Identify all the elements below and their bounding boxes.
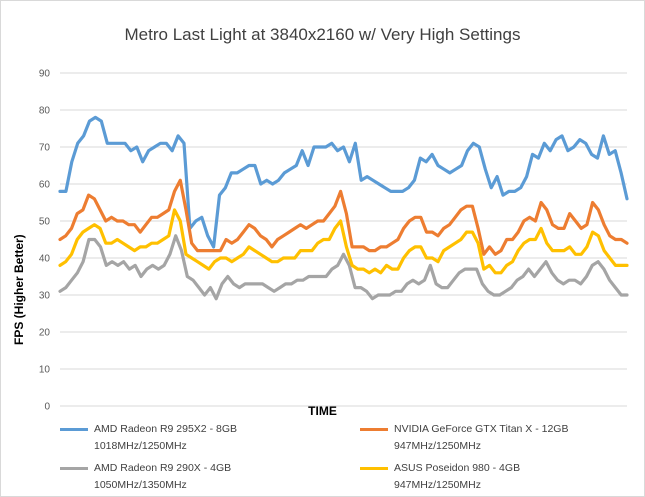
series-lines	[58, 115, 629, 301]
series-line-1	[58, 115, 629, 249]
y-tick-label: 0	[44, 402, 50, 413]
legend-series-detail: 1018MHz/1250MHz	[94, 440, 187, 452]
legend-series-name: AMD Radeon R9 295X2 - 8GB	[94, 423, 237, 435]
legend-swatch	[360, 467, 388, 470]
y-tick-label: 10	[39, 365, 51, 376]
legend-label: NVIDIA GeForce GTX Titan X - 12GB 947MHz…	[394, 421, 568, 455]
x-axis-title: TIME	[308, 404, 337, 418]
legend-item-series-1: AMD Radeon R9 295X2 - 8GB 1018MHz/1250MH…	[60, 421, 320, 457]
legend-series-name: NVIDIA GeForce GTX Titan X - 12GB	[394, 423, 569, 435]
y-tick-label: 30	[39, 291, 51, 302]
y-tick-label: 80	[39, 106, 51, 117]
legend-series-name: ASUS Poseidon 980 - 4GB	[394, 462, 521, 474]
legend-item-series-2: NVIDIA GeForce GTX Titan X - 12GB 947MHz…	[360, 421, 620, 457]
y-tick-label: 60	[39, 180, 51, 191]
legend-series-name: AMD Radeon R9 290X - 4GB	[94, 462, 232, 474]
legend-item-series-4: ASUS Poseidon 980 - 4GB 947MHz/1250MHz	[360, 460, 620, 496]
series-line-4	[58, 208, 629, 275]
legend-series-detail: 1050MHz/1350MHz	[94, 479, 187, 491]
legend-series-detail: 947MHz/1250MHz	[394, 479, 481, 491]
series-line-3	[58, 234, 629, 301]
legend-series-detail: 947MHz/1250MHz	[394, 440, 481, 452]
chart-title: Metro Last Light at 3840x2160 w/ Very Hi…	[124, 25, 521, 44]
legend-label: AMD Radeon R9 290X - 4GB 1050MHz/1350MHz	[94, 460, 231, 494]
y-tick-labels: 0 10 20 30 40 50 60 70 80 90	[39, 69, 51, 413]
y-tick-label: 70	[39, 143, 51, 154]
legend-label: AMD Radeon R9 295X2 - 8GB 1018MHz/1250MH…	[94, 421, 237, 455]
legend-swatch	[360, 428, 388, 431]
y-tick-label: 20	[39, 328, 51, 339]
legend-swatch	[60, 467, 88, 470]
legend-label: ASUS Poseidon 980 - 4GB 947MHz/1250MHz	[394, 460, 520, 494]
series-line-2	[58, 178, 629, 256]
legend-swatch	[60, 428, 88, 431]
legend-item-series-3: AMD Radeon R9 290X - 4GB 1050MHz/1350MHz	[60, 460, 320, 496]
y-tick-label: 40	[39, 254, 51, 265]
y-tick-label: 50	[39, 217, 51, 228]
y-axis-title: FPS (Higher Better)	[12, 234, 26, 345]
y-tick-label: 90	[39, 69, 51, 80]
